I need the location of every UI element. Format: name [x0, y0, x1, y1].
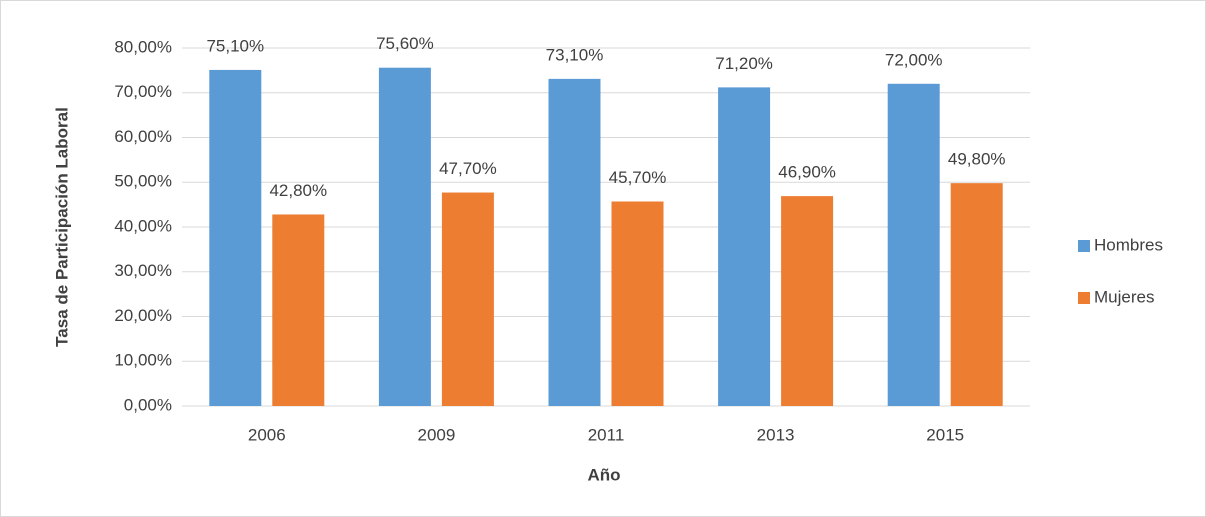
data-label: 46,90% — [778, 163, 836, 182]
bar — [378, 67, 431, 406]
legend-swatch — [1078, 240, 1090, 252]
bar — [548, 78, 601, 406]
bar — [272, 214, 325, 406]
x-tick-label: 2009 — [417, 425, 455, 444]
bar — [441, 192, 494, 406]
bar — [209, 69, 262, 407]
y-tick-label: 40,00% — [114, 216, 172, 235]
y-tick-label: 30,00% — [114, 261, 172, 280]
x-tick-label: 2006 — [248, 425, 286, 444]
data-label: 49,80% — [948, 150, 1006, 169]
y-tick-label: 80,00% — [114, 37, 172, 56]
bar — [950, 183, 1003, 406]
y-tick-label: 50,00% — [114, 172, 172, 191]
x-tick-label: 2015 — [926, 425, 964, 444]
data-label: 71,20% — [715, 54, 773, 73]
data-label: 75,10% — [206, 36, 264, 55]
bar — [611, 201, 664, 406]
y-tick-label: 10,00% — [114, 351, 172, 370]
x-tick-label: 2011 — [588, 425, 625, 444]
x-tick-label: 2013 — [757, 425, 795, 444]
data-label: 42,80% — [269, 181, 327, 200]
bar — [887, 83, 940, 407]
y-tick-label: 70,00% — [114, 82, 172, 101]
legend-swatch — [1078, 292, 1090, 304]
y-tick-label: 60,00% — [114, 127, 172, 146]
x-axis-title: Año — [587, 465, 620, 484]
bar — [781, 196, 834, 406]
data-label: 73,10% — [546, 45, 604, 64]
legend-label: Mujeres — [1094, 287, 1154, 306]
bar — [718, 87, 771, 406]
y-axis-title: Tasa de Participación Laboral — [52, 107, 71, 347]
y-tick-label: 0,00% — [124, 395, 172, 414]
y-tick-label: 20,00% — [114, 306, 172, 325]
data-label: 47,70% — [439, 159, 497, 178]
data-label: 75,60% — [376, 34, 434, 53]
data-label: 45,70% — [609, 168, 667, 187]
data-label: 72,00% — [885, 50, 943, 69]
legend-label: Hombres — [1094, 235, 1163, 254]
